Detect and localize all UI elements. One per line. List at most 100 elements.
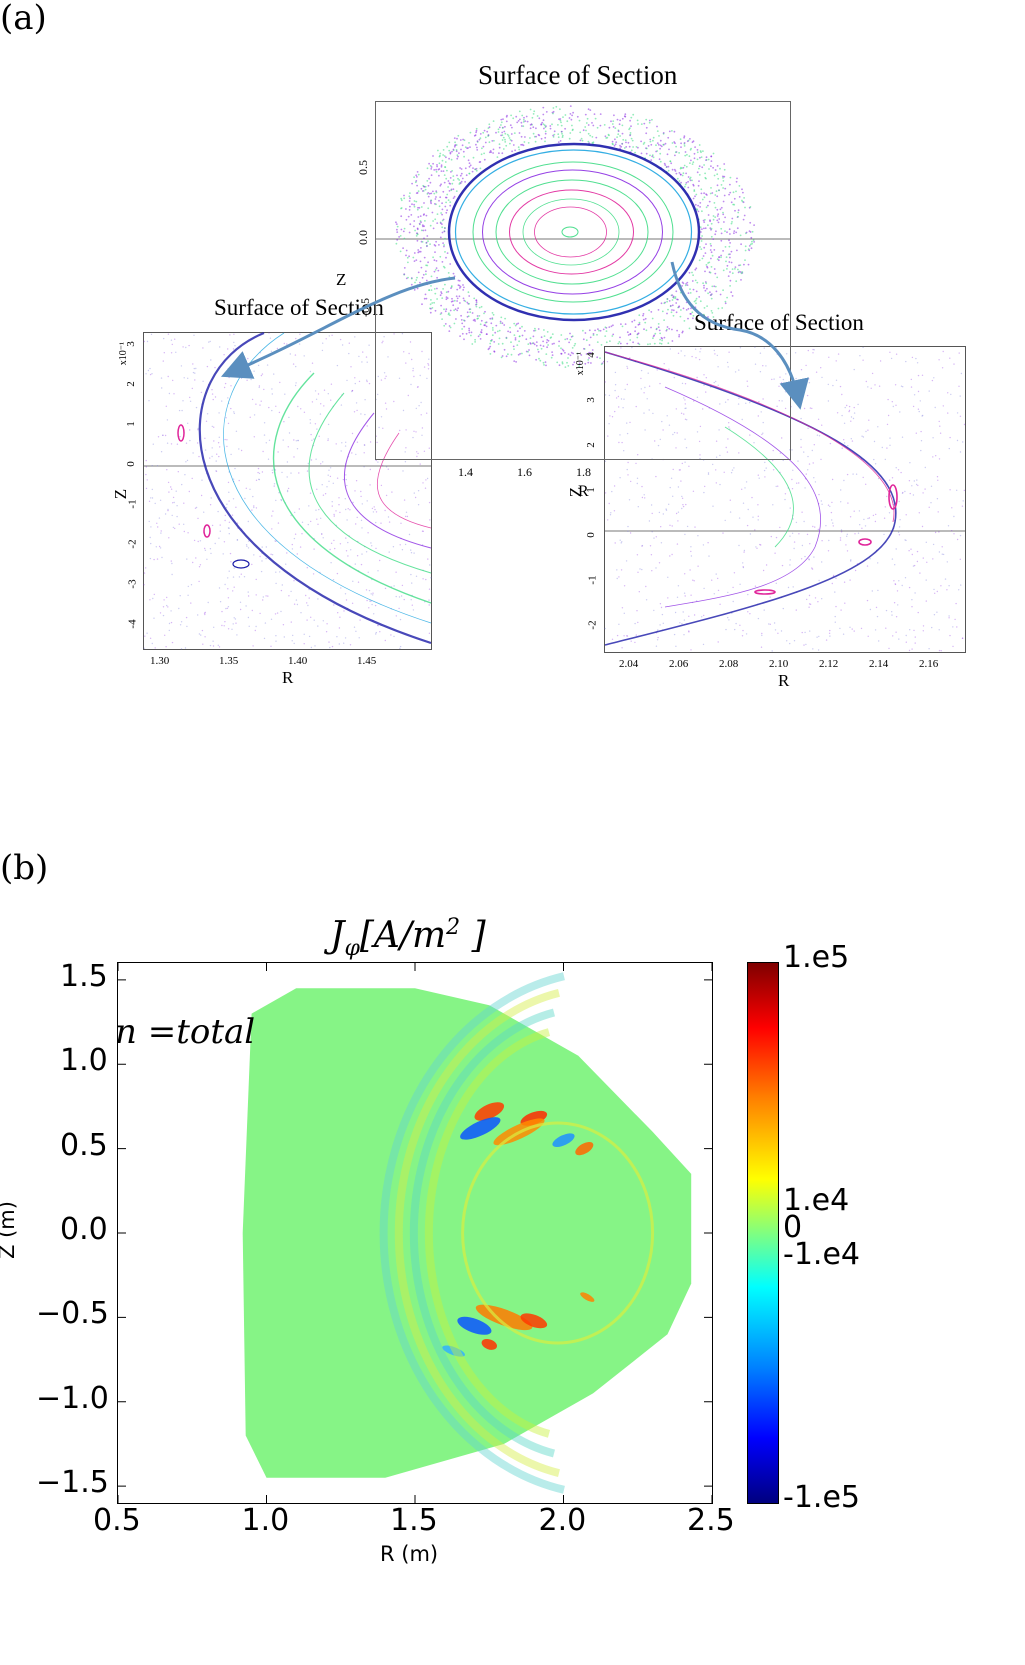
scatter-point — [160, 451, 163, 453]
scatter-point — [159, 499, 162, 501]
scatter-point — [707, 204, 709, 207]
scatter-point — [630, 137, 633, 140]
scatter-point — [251, 509, 253, 511]
scatter-point — [587, 140, 590, 143]
scatter-point — [342, 478, 345, 481]
scatter-point — [387, 356, 389, 358]
scatter-point — [718, 189, 720, 192]
scatter-point — [630, 125, 632, 128]
scatter-point — [455, 149, 458, 151]
scatter-point — [178, 523, 180, 525]
scatter-point — [427, 195, 430, 198]
scatter-point — [438, 199, 440, 202]
scatter-point — [516, 121, 519, 124]
scatter-point — [682, 166, 685, 169]
scatter-point — [404, 543, 407, 546]
scatter-point — [432, 220, 434, 222]
scatter-point — [736, 177, 738, 180]
scatter-point — [440, 164, 443, 167]
scatter-point — [325, 631, 328, 633]
scatter-point — [678, 172, 681, 174]
scatter-point — [370, 542, 372, 544]
scatter-point — [321, 484, 323, 486]
scatter-point — [157, 436, 160, 438]
scatter-point — [596, 333, 598, 336]
scatter-point — [151, 373, 153, 375]
scatter-point — [351, 389, 354, 392]
scatter-point — [469, 131, 472, 134]
scatter-point — [401, 549, 404, 551]
scatter-point — [297, 439, 299, 442]
scatter-point — [442, 149, 445, 151]
scatter-point — [413, 492, 415, 494]
scatter-point — [278, 411, 281, 414]
scatter-point — [517, 146, 520, 149]
scatter-point — [718, 256, 720, 259]
scatter-point — [279, 381, 281, 384]
scatter-point — [710, 235, 713, 238]
scatter-point — [708, 168, 710, 170]
scatter-point — [549, 125, 552, 127]
scatter-point — [458, 179, 461, 181]
scatter-point — [204, 636, 206, 638]
scatter-point — [452, 179, 455, 181]
scatter-point — [520, 121, 523, 124]
scatter-point — [224, 382, 227, 385]
scatter-point — [430, 192, 433, 195]
scatter-point — [284, 393, 286, 395]
scatter-point — [283, 342, 285, 345]
scatter-point — [553, 342, 555, 345]
scatter-point — [424, 293, 427, 296]
scatter-point — [336, 636, 338, 638]
scatter-point — [437, 149, 439, 152]
scatter-point — [366, 379, 368, 381]
scatter-point — [543, 335, 546, 337]
scatter-point — [298, 508, 300, 510]
scatter-point — [660, 302, 663, 305]
scatter-point — [596, 341, 599, 343]
scatter-point — [422, 530, 424, 532]
scatter-point — [664, 142, 667, 145]
scatter-point — [470, 334, 472, 337]
scatter-point — [361, 503, 363, 505]
flux-surface — [534, 206, 607, 258]
scatter-point — [690, 307, 692, 310]
scatter-point — [724, 246, 727, 248]
scatter-point — [581, 139, 584, 142]
scatter-point — [170, 621, 173, 624]
scatter-point — [498, 146, 501, 149]
scatter-point — [660, 145, 663, 148]
scatter-point — [429, 311, 432, 314]
scatter-point — [395, 571, 397, 573]
scatter-point — [478, 315, 481, 317]
scatter-point — [501, 139, 504, 141]
scatter-point — [398, 607, 400, 610]
scatter-point — [416, 451, 418, 453]
scatter-point — [630, 116, 633, 119]
scatter-point — [661, 310, 664, 313]
scatter-point — [209, 457, 211, 459]
scatter-point — [213, 626, 215, 628]
scatter-point — [384, 377, 386, 380]
scatter-point — [354, 336, 356, 338]
scatter-point — [323, 389, 326, 391]
scatter-point — [440, 291, 442, 293]
scatter-point — [258, 478, 260, 480]
scatter-point — [717, 177, 720, 180]
scatter-point — [659, 144, 662, 147]
scatter-point — [247, 591, 249, 593]
scatter-point — [720, 227, 723, 230]
scatter-point — [703, 196, 706, 199]
scatter-point — [457, 134, 460, 137]
scatter-point — [657, 143, 660, 146]
scatter-point — [345, 537, 347, 539]
scatter-point — [261, 471, 264, 473]
scatter-point — [440, 292, 443, 295]
scatter-point — [347, 541, 349, 544]
scatter-point — [208, 341, 210, 343]
scatter-point — [699, 202, 702, 204]
scatter-point — [198, 566, 201, 568]
scatter-point — [354, 490, 356, 492]
scatter-point — [479, 161, 482, 163]
scatter-point — [151, 465, 153, 467]
